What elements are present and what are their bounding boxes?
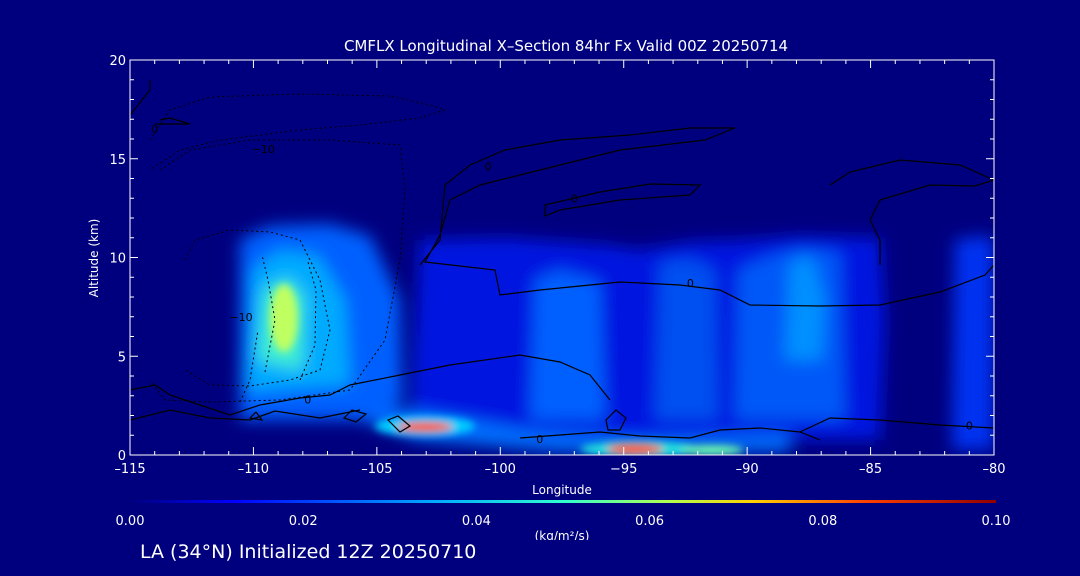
x-tick-label: –105 [361,462,392,477]
colorbar-tick-label: 0.10 [982,514,1011,529]
contour-solid-cell-a [342,409,368,423]
contour-solid-cell-b [386,415,412,433]
flux-peak-mid-low [680,445,744,455]
contour-solid-surface-east [799,417,994,433]
x-tick-label: –90 [736,462,759,477]
contour-dotted-upper-2 [149,139,406,403]
flux-region-column-c-inner [785,256,825,360]
colorbar-tick-label: 0.02 [289,514,318,529]
contour-label: −10 [252,143,275,156]
contour-label: 0 [536,433,543,446]
contour-label: 0 [687,277,694,290]
contour-label: 0 [151,123,158,136]
flux-region-column-b [655,258,718,420]
flux-contours [130,80,994,441]
x-axis-label: Longitude [532,483,592,497]
colorbar [130,500,996,503]
contour-solid-surface-low [130,409,361,421]
contour-label-layer: 0 −10 −10 0 0 0 0 0 0 [151,123,973,446]
contour-solid-jet-lower [544,183,702,217]
flux-field-peaks [270,284,744,455]
contour-label: −10 [229,311,252,324]
contour-label: 0 [966,419,973,432]
x-tick-label: –100 [485,462,516,477]
y-tick-label: 0 [118,449,126,464]
contour-solid-surface-west [130,354,611,416]
flux-peak-west-low-core [397,422,453,432]
y-tick-label: 20 [109,54,126,69]
colorbar-ticks: 0.00 0.02 0.04 0.06 0.08 0.10 [116,514,1011,529]
y-tick-label: 15 [109,153,126,168]
x-tick-label: –110 [238,462,269,477]
contour-solid-east [829,159,994,265]
x-axis: –115 –110 –105 –100 −95 –90 –85 –80 [114,60,1006,477]
y-tick-label: 10 [109,252,126,267]
contour-dotted-core-2 [299,261,317,381]
flux-region-east [952,236,994,450]
contour-label: 0 [571,192,578,205]
colorbar-tick-label: 0.00 [116,514,145,529]
y-tick-label: 5 [118,350,126,365]
colorbar-tick-label: 0.04 [462,514,491,529]
contour-solid-surface-mid [519,427,821,441]
colorbar-tick-label: 0.06 [635,514,664,529]
contour-label: 0 [484,161,491,174]
contour-solid-cell-d [248,411,264,421]
contour-dotted-inner [184,229,331,387]
flux-region-column-a [530,270,605,420]
flux-field [240,224,994,455]
contour-solid-upper-west [130,80,151,116]
x-tick-label: –115 [114,462,145,477]
colorbar-tick-label: 0.08 [808,514,837,529]
initialization-caption: LA (34°N) Initialized 12Z 20250710 [140,541,477,563]
flux-peak-west-upper [270,284,298,352]
y-axis: 0 5 10 15 20 [109,54,994,464]
contour-label: 0 [304,394,311,407]
negative-contours [149,93,447,403]
contour-dotted-core [261,254,276,373]
flux-region-low-level [360,408,790,452]
plot-area: 0 −10 −10 0 0 0 0 0 0 [130,60,994,455]
x-tick-label: –85 [859,462,882,477]
x-tick-label: −95 [610,462,637,477]
flux-peak-center-low-core [607,444,663,454]
chart-title: CMFLX Longitudinal X–Section 84hr Fx Val… [344,37,788,55]
contour-solid-cap-west [155,117,191,125]
x-tick-label: –80 [982,462,1005,477]
contour-solid-jet [419,127,994,307]
flux-field-broad [240,224,994,452]
contour-solid-cell-c [605,409,627,431]
cross-section-chart: CMFLX Longitudinal X–Section 84hr Fx Val… [87,37,1011,540]
colorbar-unit: (kg/m²/s) [535,529,590,540]
y-axis-label: Altitude (km) [87,219,101,298]
